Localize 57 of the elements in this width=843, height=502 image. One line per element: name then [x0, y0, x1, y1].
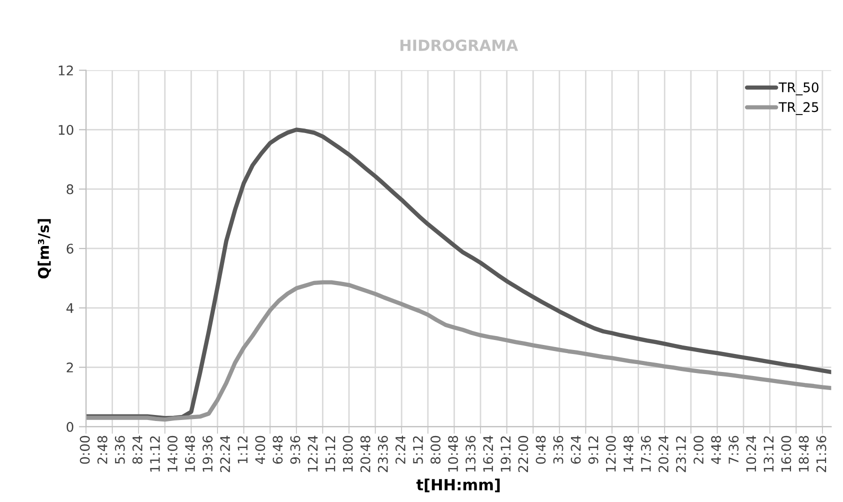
- y-tick-label: 10: [58, 124, 74, 135]
- x-tick-label: 23:12: [676, 436, 686, 472]
- x-tick-label: 2:24: [395, 436, 406, 464]
- x-tick-label: 8:00: [430, 436, 440, 464]
- x-tick-label: 10:24: [746, 436, 756, 472]
- x-tick-label: 4:00: [255, 436, 266, 464]
- x-tick-label: 16:00: [781, 436, 792, 472]
- x-tick-label: 6:48: [272, 436, 283, 464]
- y-tick-label: 6: [66, 244, 74, 254]
- x-tick-label: 0:48: [536, 436, 546, 464]
- x-tick-label: 13:36: [466, 436, 476, 472]
- x-tick-label: 11:12: [150, 436, 160, 472]
- x-tick-label: 5:36: [114, 436, 125, 464]
- y-tick-label: 8: [66, 184, 74, 194]
- y-tick-label: 0: [66, 422, 74, 432]
- x-tick-label: 21:36: [816, 436, 826, 472]
- y-tick-label: 4: [66, 303, 74, 313]
- x-axis-title: t[HH:mm]: [416, 478, 500, 492]
- x-tick-label: 5:12: [412, 436, 423, 464]
- x-tick-label: 20:48: [360, 436, 370, 472]
- y-tick-label: 12: [58, 66, 73, 76]
- x-tick-label: 19:36: [202, 436, 213, 472]
- x-tick-label: 16:48: [185, 436, 196, 472]
- line-series: [86, 128, 832, 420]
- legend-label: TR_25: [778, 102, 818, 116]
- x-tick-label: 14:48: [623, 436, 634, 472]
- x-tick-label: 15:12: [325, 436, 336, 472]
- x-tick-label: 14:00: [168, 436, 178, 472]
- x-tick-label: 23:36: [378, 436, 388, 472]
- x-tick-label: 13:12: [764, 436, 774, 472]
- chart-title: HIDROGRAMA: [400, 39, 518, 52]
- x-tick-label: 7:36: [728, 436, 739, 464]
- x-tick-label: 2:00: [694, 436, 704, 464]
- x-tick-label: 17:36: [640, 436, 651, 472]
- x-tick-label: 19:12: [500, 436, 511, 472]
- x-tick-label: 10:48: [448, 436, 458, 472]
- x-tick-label: 9:36: [290, 436, 300, 464]
- x-tick-label: 2:48: [97, 436, 108, 464]
- x-tick-label: 22:00: [518, 436, 528, 472]
- x-tick-label: 3:36: [553, 436, 564, 464]
- y-axis-title: Q[m³/s]: [38, 219, 51, 278]
- x-tick-label: 9:12: [588, 436, 598, 464]
- x-tick-label: 22:24: [220, 436, 230, 472]
- x-tick-label: 20:24: [658, 436, 668, 472]
- x-tick-label: 0:00: [80, 436, 90, 464]
- y-tick-label: 2: [66, 362, 73, 372]
- x-tick-label: 12:24: [308, 436, 318, 472]
- x-tick-label: 6:24: [570, 436, 581, 464]
- x-tick-label: 16:24: [483, 436, 494, 472]
- x-tick-label: 4:48: [711, 436, 722, 464]
- line-series: [86, 280, 832, 422]
- legend-label: TR_50: [778, 82, 818, 96]
- x-tick-label: 18:00: [342, 436, 353, 472]
- x-tick-label: 8:24: [132, 436, 142, 464]
- x-tick-label: 18:48: [798, 436, 809, 472]
- x-tick-label: 1:12: [238, 436, 248, 464]
- x-tick-label: 12:00: [606, 436, 616, 472]
